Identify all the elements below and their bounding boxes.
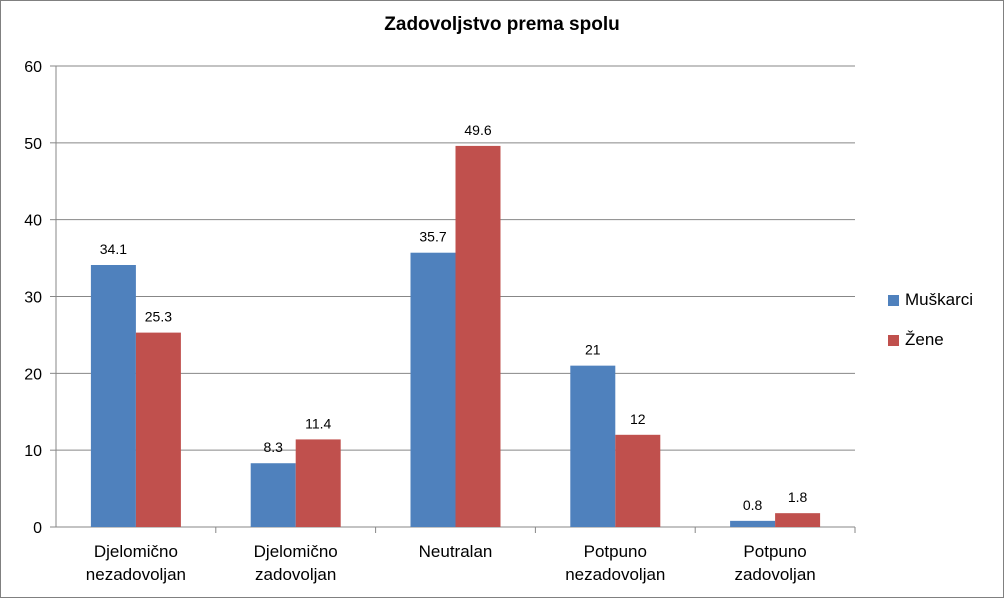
legend-item-zene: Žene [888,330,973,350]
bar [295,439,341,527]
x-tick-label: nezadovoljan [86,565,186,584]
data-label: 21 [585,342,601,358]
x-tick-label: Potpuno [743,542,806,561]
bar [455,145,501,527]
data-label: 25.3 [145,309,172,325]
legend: Muškarci Žene [888,290,973,370]
x-tick-label: Djelomično [94,542,178,561]
bar [775,513,821,527]
y-tick-label: 30 [24,290,42,307]
x-tick-label: Potpuno [584,542,647,561]
chart-title: Zadovoljstvo prema spolu [384,14,620,35]
legend-label-zene: Žene [905,330,944,349]
bar [90,264,136,527]
y-tick-label: 60 [24,59,42,76]
bar [135,332,181,527]
x-tick-label: zadovoljan [734,565,815,584]
data-label: 12 [630,411,646,427]
legend-swatch-muskarci [888,294,899,306]
x-tick-label: zadovoljan [255,565,336,584]
data-label: 11.4 [305,415,331,431]
bar [615,434,661,527]
y-tick-label: 20 [24,366,42,383]
y-tick-label: 10 [24,443,42,460]
legend-label-muskarci: Muškarci [905,290,974,309]
data-label: 35.7 [419,229,446,245]
x-tick-label: Neutralan [419,542,493,561]
data-label: 0.8 [743,497,763,513]
data-label: 34.1 [100,241,127,257]
bar [730,520,776,527]
x-tick-label: Djelomično [254,542,338,561]
bar [410,252,456,527]
y-tick-label: 0 [33,520,42,537]
data-label: 49.6 [464,122,491,138]
bar [570,365,616,527]
y-tick-label: 40 [24,213,42,230]
y-tick-label: 50 [24,136,42,153]
legend-item-muskarci: Muškarci [888,290,973,310]
data-label: 8.3 [263,439,283,455]
legend-swatch-zene [888,334,899,346]
x-tick-label: nezadovoljan [565,565,665,584]
data-label: 1.8 [788,489,808,505]
bar [250,463,296,527]
